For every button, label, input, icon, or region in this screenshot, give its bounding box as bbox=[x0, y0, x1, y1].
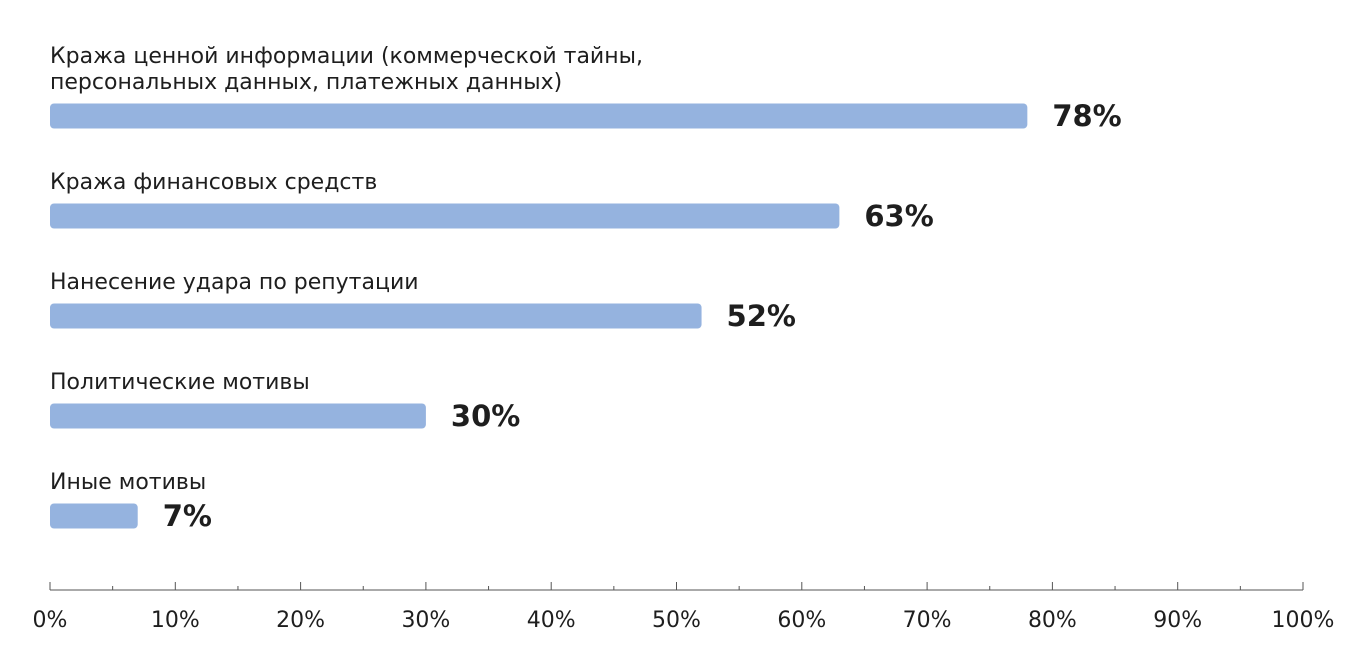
value-label: 63% bbox=[864, 199, 933, 233]
x-tick-label: 80% bbox=[1028, 608, 1077, 633]
x-tick-label: 50% bbox=[652, 608, 701, 633]
category-label: Иные мотивы bbox=[50, 469, 207, 495]
x-tick-label: 100% bbox=[1272, 608, 1335, 633]
value-label: 78% bbox=[1052, 99, 1121, 133]
bar bbox=[50, 103, 1028, 129]
x-tick-label: 60% bbox=[777, 608, 826, 633]
category-label: Политические мотивы bbox=[50, 369, 310, 395]
x-tick-label: 10% bbox=[151, 608, 200, 633]
x-tick-label: 30% bbox=[401, 608, 450, 633]
x-tick-label: 20% bbox=[276, 608, 325, 633]
category-label: Нанесение удара по репутации bbox=[50, 269, 419, 295]
category-label: Кража ценной информации (коммерческой та… bbox=[50, 43, 643, 95]
category-label: Кража финансовых средств bbox=[50, 169, 378, 195]
bar bbox=[50, 303, 702, 329]
x-tick-label: 70% bbox=[903, 608, 952, 633]
bar bbox=[50, 203, 840, 229]
x-tick-label: 40% bbox=[527, 608, 576, 633]
value-label: 30% bbox=[451, 399, 520, 433]
bar bbox=[50, 503, 138, 529]
value-label: 52% bbox=[727, 299, 796, 333]
x-tick-label: 0% bbox=[33, 608, 68, 633]
value-label: 7% bbox=[163, 499, 212, 533]
x-tick-label: 90% bbox=[1153, 608, 1202, 633]
bar bbox=[50, 403, 426, 429]
